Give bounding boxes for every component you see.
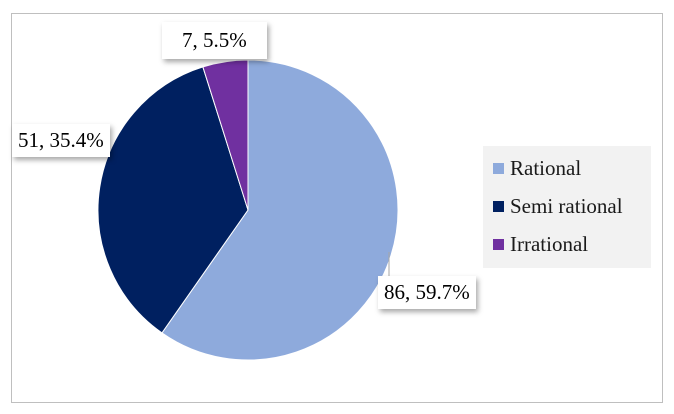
legend-item-irrational: Irrational bbox=[493, 232, 588, 257]
legend-label-rational: Rational bbox=[510, 156, 582, 180]
data-label-irrational: 7, 5.5% bbox=[162, 22, 267, 59]
legend-swatch-rational bbox=[493, 163, 504, 174]
pie-slice-semi-rational bbox=[97, 66, 249, 334]
pie-slice-rational bbox=[161, 59, 399, 361]
pie-slice-irrational bbox=[202, 59, 249, 211]
legend: Rational Semi rational Irrational bbox=[483, 146, 651, 268]
legend-label-irrational: Irrational bbox=[510, 232, 589, 256]
legend-swatch-semi-rational bbox=[493, 201, 504, 212]
legend-item-semi-rational: Semi rational bbox=[493, 194, 623, 219]
legend-label-semi-rational: Semi rational bbox=[510, 194, 623, 218]
data-label-rational: 86, 59.7% bbox=[378, 276, 476, 309]
legend-swatch-irrational bbox=[493, 239, 504, 250]
data-label-semi-rational: 51, 35.4% bbox=[12, 124, 110, 157]
legend-item-rational: Rational bbox=[493, 156, 581, 181]
